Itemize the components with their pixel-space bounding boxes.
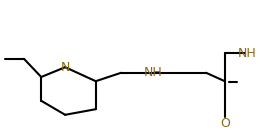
Text: NH: NH (144, 66, 162, 79)
Text: N: N (60, 61, 70, 74)
Text: NH: NH (238, 47, 257, 60)
Text: O: O (220, 117, 230, 130)
